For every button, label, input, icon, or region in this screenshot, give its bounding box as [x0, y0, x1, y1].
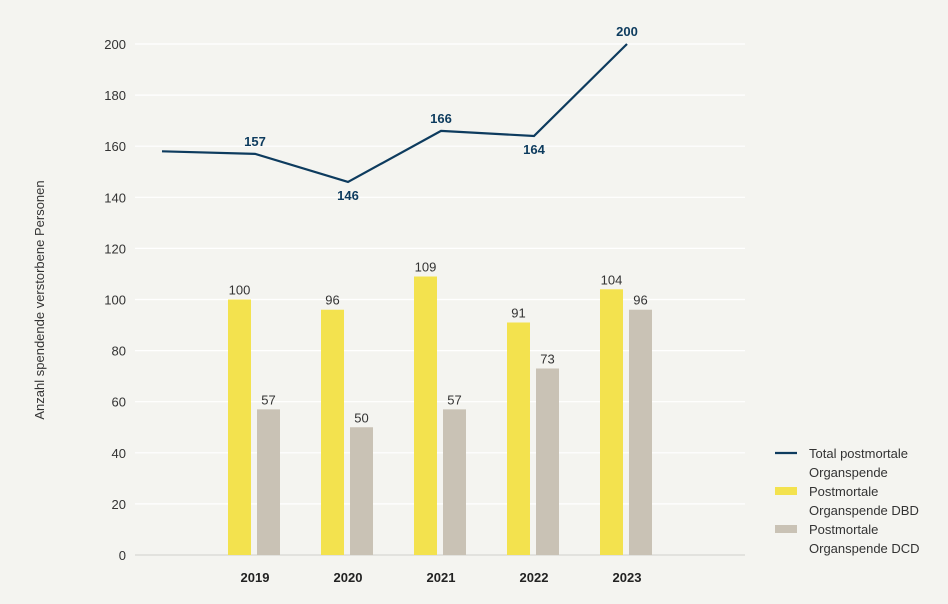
line-data-label: 164 [523, 142, 545, 157]
legend-label: Postmortale [809, 522, 878, 537]
y-tick-label: 140 [104, 190, 126, 205]
bar [507, 322, 530, 555]
y-tick-label: 100 [104, 293, 126, 308]
y-tick-label: 180 [104, 88, 126, 103]
line-data-label: 146 [337, 188, 359, 203]
bar [629, 309, 652, 555]
bar-data-label: 104 [601, 272, 623, 287]
bar-data-label: 57 [447, 392, 461, 407]
bar-data-label: 96 [633, 293, 647, 308]
legend-label: Organspende DCD [809, 541, 920, 556]
legend: Total postmortale Organspende Postmortale O… [775, 446, 920, 556]
total-line: 157 146 166 164 200 [161, 24, 638, 203]
x-tick-label: 2022 [520, 570, 549, 585]
bar-data-label: 109 [415, 260, 437, 275]
x-tick-label: 2021 [427, 570, 456, 585]
x-tick-label: 2019 [241, 570, 270, 585]
legend-label: Organspende [809, 465, 888, 480]
legend-bar-swatch [775, 487, 797, 495]
bar [350, 427, 373, 555]
y-tick-label: 40 [112, 446, 126, 461]
y-axis-label: Anzahl spendende verstorbene Personen [32, 180, 47, 419]
bar [443, 409, 466, 555]
line-data-label: 166 [430, 111, 452, 126]
legend-label: Organspende DBD [809, 503, 919, 518]
bar-data-label: 91 [511, 305, 525, 320]
bar [536, 368, 559, 555]
bar [228, 299, 251, 555]
y-tick-label: 80 [112, 344, 126, 359]
bar [321, 309, 344, 555]
bar [257, 409, 280, 555]
bar-data-label: 96 [325, 293, 339, 308]
line-data-label: 157 [244, 134, 266, 149]
bar [600, 289, 623, 555]
y-tick-label: 160 [104, 139, 126, 154]
y-tick-label: 60 [112, 395, 126, 410]
bar-data-label: 73 [540, 351, 554, 366]
x-tick-label: 2023 [613, 570, 642, 585]
bars: 100 96 109 91 104 57 50 57 73 96 [228, 260, 652, 555]
y-tick-label: 0 [119, 548, 126, 563]
legend-bar-swatch [775, 525, 797, 533]
y-tick-label: 20 [112, 497, 126, 512]
bar-data-label: 100 [229, 283, 251, 298]
total-line-path [161, 43, 628, 184]
bar [414, 276, 437, 555]
y-tick-label: 200 [104, 37, 126, 52]
bar-data-label: 57 [261, 392, 275, 407]
legend-label: Total postmortale [809, 446, 908, 461]
y-axis-ticks: 0 20 40 60 80 100 120 140 160 180 200 [104, 37, 126, 563]
x-tick-label: 2020 [334, 570, 363, 585]
x-axis-ticks: 2019 2020 2021 2022 2023 [241, 570, 642, 585]
line-data-label: 200 [616, 24, 638, 39]
legend-label: Postmortale [809, 484, 878, 499]
bar-data-label: 50 [354, 410, 368, 425]
y-tick-label: 120 [104, 241, 126, 256]
